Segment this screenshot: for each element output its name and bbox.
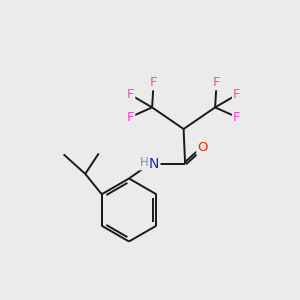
Text: F: F — [150, 76, 157, 89]
Text: N: N — [149, 157, 159, 170]
Text: F: F — [233, 88, 241, 101]
Text: F: F — [213, 76, 220, 89]
Text: F: F — [233, 110, 241, 124]
Text: F: F — [127, 88, 134, 101]
Text: H: H — [140, 156, 148, 170]
Text: F: F — [127, 110, 134, 124]
Text: O: O — [197, 141, 208, 154]
